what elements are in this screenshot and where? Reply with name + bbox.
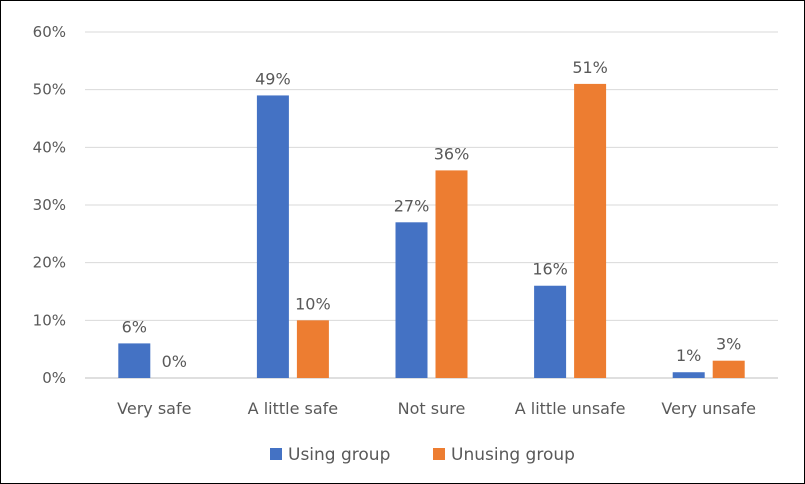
y-tick-label: 20%: [33, 254, 66, 272]
data-label: 36%: [434, 144, 470, 163]
bar: [672, 372, 705, 378]
bar: [534, 285, 567, 378]
x-tick-label: Very safe: [117, 399, 191, 418]
bar: [574, 83, 607, 379]
bar: [435, 170, 468, 378]
y-tick-label: 60%: [33, 23, 66, 41]
y-tick-label: 40%: [33, 138, 66, 156]
data-label: 10%: [295, 294, 331, 313]
legend-swatch: [433, 448, 445, 460]
bar: [296, 320, 329, 378]
bar: [395, 222, 428, 378]
y-tick-label: 50%: [33, 81, 66, 99]
x-tick-label: Very unsafe: [661, 399, 756, 418]
data-label: 1%: [676, 346, 701, 365]
data-label: 3%: [716, 335, 741, 354]
legend-label: Unusing group: [451, 445, 575, 465]
data-label: 27%: [394, 196, 430, 215]
data-label: 49%: [255, 69, 291, 88]
y-tick-label: 10%: [33, 311, 66, 329]
x-tick-label: Not sure: [398, 399, 466, 418]
x-tick-label: A little safe: [248, 399, 338, 418]
x-tick-label: A little unsafe: [515, 399, 626, 418]
bar: [256, 95, 289, 378]
data-label: 0%: [162, 352, 187, 371]
legend-swatch: [270, 448, 282, 460]
data-label: 51%: [572, 58, 608, 77]
y-tick-label: 30%: [33, 196, 66, 214]
bar: [118, 343, 151, 378]
legend-label: Using group: [288, 445, 390, 465]
bar: [712, 360, 745, 378]
y-tick-label: 0%: [42, 369, 66, 387]
data-label: 6%: [122, 317, 147, 336]
data-label: 16%: [532, 260, 568, 279]
